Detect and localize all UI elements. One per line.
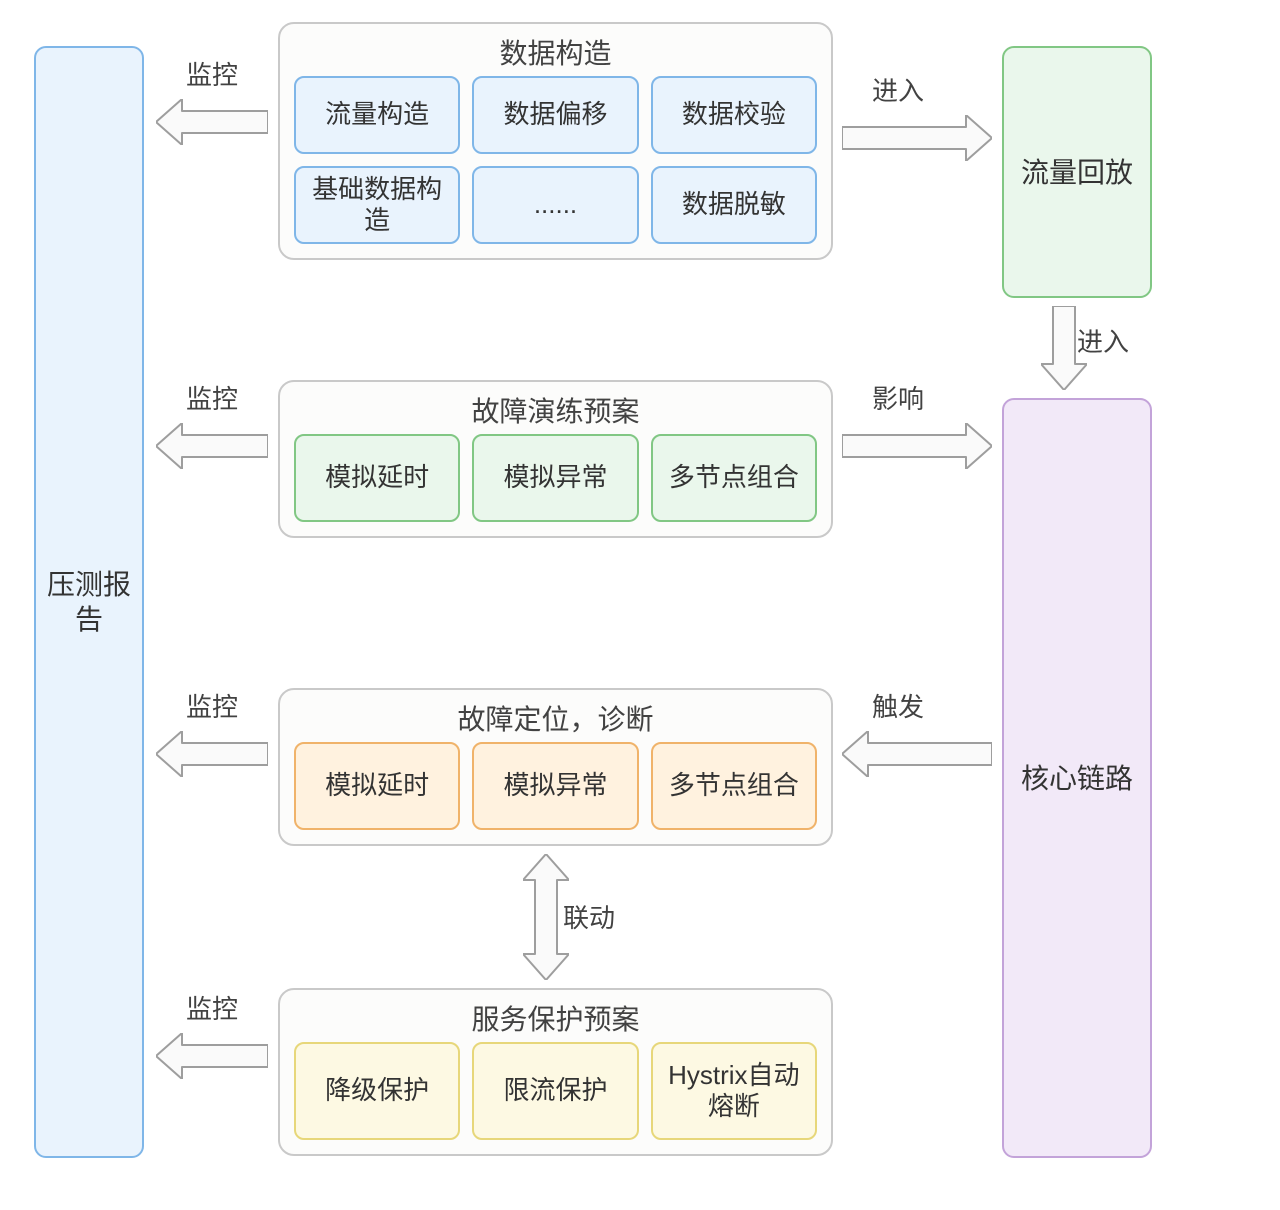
panel-title-fault-diagnose: 故障定位，诊断 <box>280 698 831 738</box>
arrow-label-a-data-left: 监控 <box>186 55 238 92</box>
cell-service-protect-1: 限流保护 <box>472 1042 638 1140</box>
arrow-label-a-replay-down: 进入 <box>1077 322 1129 359</box>
cell-fault-drill-2: 多节点组合 <box>651 434 817 522</box>
cell-service-protect-2: Hystrix自动熔断 <box>651 1042 817 1140</box>
arrow-a-data-left: 监控 <box>156 99 268 145</box>
panel-cells-service-protect: 降级保护限流保护Hystrix自动熔断 <box>294 1042 817 1140</box>
cell-fault-diagnose-1: 模拟异常 <box>472 742 638 830</box>
arrow-a-data-right: 进入 <box>842 115 992 161</box>
arrow-label-a-diag-right: 触发 <box>872 687 924 724</box>
right-top-replay: 流量回放 <box>1002 46 1152 298</box>
cell-fault-drill-0: 模拟延时 <box>294 434 460 522</box>
arrow-a-drill-left: 监控 <box>156 423 268 469</box>
cell-data-construct-2: 数据校验 <box>651 76 817 154</box>
panel-cells-fault-drill: 模拟延时模拟异常多节点组合 <box>294 434 817 522</box>
arrow-a-replay-down: 进入 <box>1041 306 1087 390</box>
cell-data-construct-0: 流量构造 <box>294 76 460 154</box>
arrow-label-a-linkage: 联动 <box>563 898 615 935</box>
right-bottom-corelink: 核心链路 <box>1002 398 1152 1158</box>
panel-cells-data-construct: 流量构造数据偏移数据校验基础数据构造......数据脱敏 <box>294 76 817 244</box>
panel-service-protect: 服务保护预案降级保护限流保护Hystrix自动熔断 <box>278 988 833 1156</box>
cell-data-construct-4: ...... <box>472 166 638 244</box>
panel-fault-drill: 故障演练预案模拟延时模拟异常多节点组合 <box>278 380 833 538</box>
cell-data-construct-3: 基础数据构造 <box>294 166 460 244</box>
arrow-a-prot-left: 监控 <box>156 1033 268 1079</box>
arrow-a-diag-right: 触发 <box>842 731 992 777</box>
left-column-report: 压测报告 <box>34 46 144 1158</box>
panel-title-service-protect: 服务保护预案 <box>280 998 831 1038</box>
arrow-label-a-diag-left: 监控 <box>186 687 238 724</box>
cell-service-protect-0: 降级保护 <box>294 1042 460 1140</box>
arrow-label-a-drill-left: 监控 <box>186 379 238 416</box>
panel-title-data-construct: 数据构造 <box>280 32 831 72</box>
cell-fault-diagnose-0: 模拟延时 <box>294 742 460 830</box>
cell-data-construct-5: 数据脱敏 <box>651 166 817 244</box>
panel-data-construct: 数据构造流量构造数据偏移数据校验基础数据构造......数据脱敏 <box>278 22 833 260</box>
panel-cells-fault-diagnose: 模拟延时模拟异常多节点组合 <box>294 742 817 830</box>
arrow-a-diag-left: 监控 <box>156 731 268 777</box>
panel-title-fault-drill: 故障演练预案 <box>280 390 831 430</box>
cell-fault-drill-1: 模拟异常 <box>472 434 638 522</box>
panel-fault-diagnose: 故障定位，诊断模拟延时模拟异常多节点组合 <box>278 688 833 846</box>
cell-fault-diagnose-2: 多节点组合 <box>651 742 817 830</box>
arrow-label-a-drill-right: 影响 <box>872 379 924 416</box>
arrow-label-a-prot-left: 监控 <box>186 989 238 1026</box>
diagram-canvas: 压测报告 流量回放核心链路 数据构造流量构造数据偏移数据校验基础数据构造......… <box>0 0 1280 1210</box>
arrow-a-linkage: 联动 <box>523 854 569 980</box>
arrow-label-a-data-right: 进入 <box>872 71 924 108</box>
cell-data-construct-1: 数据偏移 <box>472 76 638 154</box>
arrow-a-drill-right: 影响 <box>842 423 992 469</box>
